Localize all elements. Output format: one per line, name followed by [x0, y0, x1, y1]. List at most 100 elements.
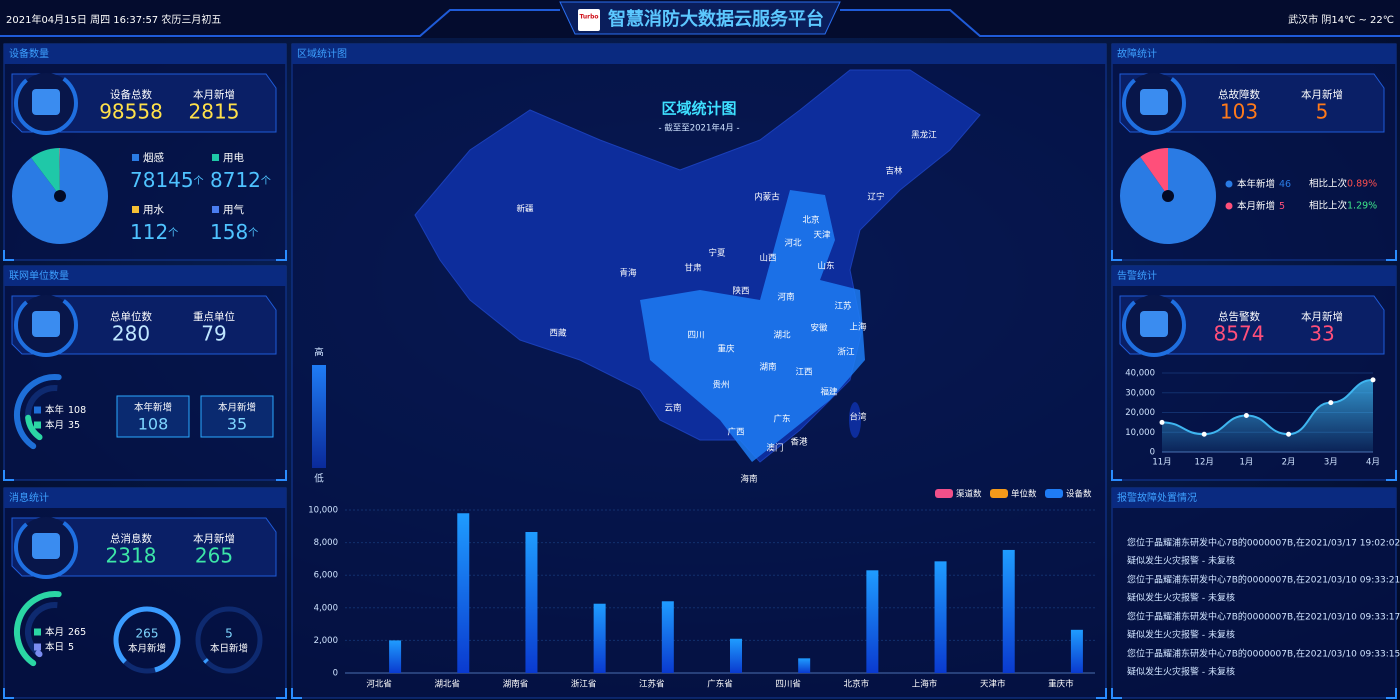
panel-corner: [291, 688, 1107, 699]
stat-value: 33: [1309, 322, 1334, 346]
pie-hole: [1162, 190, 1174, 202]
legend-value: 5: [1279, 201, 1285, 212]
y-tick-label: 0: [1150, 448, 1155, 458]
compare-value: 1.29%: [1347, 201, 1377, 212]
legend-dot: [1225, 180, 1233, 188]
stat-value: 8574: [1214, 322, 1265, 346]
legend-swatch: [132, 206, 139, 213]
gauge-arc: [14, 591, 62, 667]
legend-swatch: [212, 154, 219, 161]
stat-label: 总消息数: [110, 532, 152, 545]
legend-swatch: [34, 406, 41, 414]
legend-swatch: [935, 489, 953, 498]
y-tick-label: 6,000: [314, 571, 338, 581]
panel: [1111, 487, 1397, 699]
legend-swatch: [1045, 489, 1063, 498]
stat-box: [200, 395, 274, 438]
title-frame: [559, 1, 841, 35]
gauge-name: 本年: [45, 404, 65, 416]
province-label: 安徽: [810, 323, 828, 334]
line-point: [1370, 377, 1376, 383]
province-label: 山东: [817, 261, 834, 272]
box-label: 本月新增: [218, 402, 256, 414]
stat-frame: [11, 295, 277, 355]
gauge-track: [25, 602, 58, 657]
legend-label: 本年新增 46: [1237, 178, 1291, 190]
x-tick-label: 北京市: [844, 679, 870, 690]
line-area: [1162, 379, 1373, 452]
province-label: 福建: [820, 387, 838, 398]
province-label: 新疆: [516, 204, 534, 215]
panel-corner: [3, 470, 287, 481]
x-tick-label: 湖南省: [503, 679, 529, 690]
province-label: 广东: [773, 414, 790, 425]
province-label: 云南: [664, 403, 681, 414]
gauge-value: 35: [68, 420, 80, 431]
compare-label: 相比上次: [1309, 178, 1348, 190]
province-label: 河北: [784, 238, 802, 249]
bar: [1070, 629, 1083, 673]
panel-header: [4, 488, 286, 508]
province-label: 内蒙古: [754, 192, 780, 203]
province-label: 河南: [777, 292, 794, 303]
gauge-legend: 本年 108: [45, 404, 86, 416]
x-tick-label: 3月: [1324, 458, 1338, 468]
icon: [32, 89, 60, 115]
panel-title: 区域统计图: [297, 47, 347, 60]
province-label: 北京: [802, 215, 819, 226]
bar: [866, 570, 879, 673]
bar: [798, 658, 811, 673]
x-tick-label: 浙江省: [571, 679, 597, 690]
legend-label: 用电: [223, 151, 244, 164]
panel-header: [1112, 488, 1396, 508]
province-label: 甘肃: [684, 263, 702, 274]
ring-label: 本日新增: [210, 643, 248, 655]
item-value: 78145个: [130, 168, 204, 192]
map-title: 区域统计图: [661, 100, 736, 118]
compare-label: 相比上次: [1309, 200, 1348, 212]
gauge-arc: [14, 374, 62, 450]
box-value: 35: [227, 415, 247, 434]
bar: [525, 532, 538, 673]
legend-label: 单位数: [1011, 489, 1037, 500]
panel-corner: [3, 250, 287, 261]
province-label: 海南: [740, 474, 757, 485]
x-tick-label: 江苏省: [639, 679, 665, 690]
item-unit: 个: [194, 175, 204, 187]
province-label: 西藏: [549, 328, 567, 339]
pie-slice: [59, 148, 60, 196]
panel-title: 联网单位数量: [9, 269, 69, 282]
item-number: 78145: [130, 168, 194, 192]
province-label: 宁夏: [708, 248, 726, 259]
province-label: 浙江: [837, 347, 855, 358]
panel-header: [292, 44, 1106, 64]
line-point: [1243, 412, 1249, 418]
item-number: 8712: [210, 168, 261, 192]
x-tick-label: 上海市: [912, 679, 938, 690]
province-label: 湖北: [773, 331, 791, 341]
icon: [32, 533, 60, 559]
ring-label: 本月新增: [128, 643, 166, 655]
x-tick-label: 4月: [1366, 458, 1380, 468]
item-value: 158个: [210, 220, 258, 244]
province-label: 湖南: [759, 362, 776, 373]
stat-value: 2815: [189, 100, 240, 124]
logo-box: [578, 9, 600, 31]
ring-value: 5: [225, 627, 233, 641]
stat-value: 280: [112, 322, 150, 346]
gauge-legend: 本日 5: [45, 641, 74, 653]
stat-box: [116, 395, 190, 438]
ring-arc: [203, 658, 209, 664]
bar: [1002, 549, 1015, 673]
stat-value: 79: [201, 322, 226, 346]
stat-label: 本月新增: [193, 532, 235, 545]
compare-value: 0.89%: [1347, 179, 1377, 190]
province-label: 重庆: [717, 344, 735, 355]
ring-value: 265: [136, 627, 159, 641]
line-point: [1286, 431, 1292, 437]
ring-track: [195, 606, 263, 674]
icon: [1140, 311, 1168, 337]
legend-swatch: [34, 643, 41, 651]
report-line: 疑似发生火灾报警 - 未复核: [1127, 555, 1235, 567]
